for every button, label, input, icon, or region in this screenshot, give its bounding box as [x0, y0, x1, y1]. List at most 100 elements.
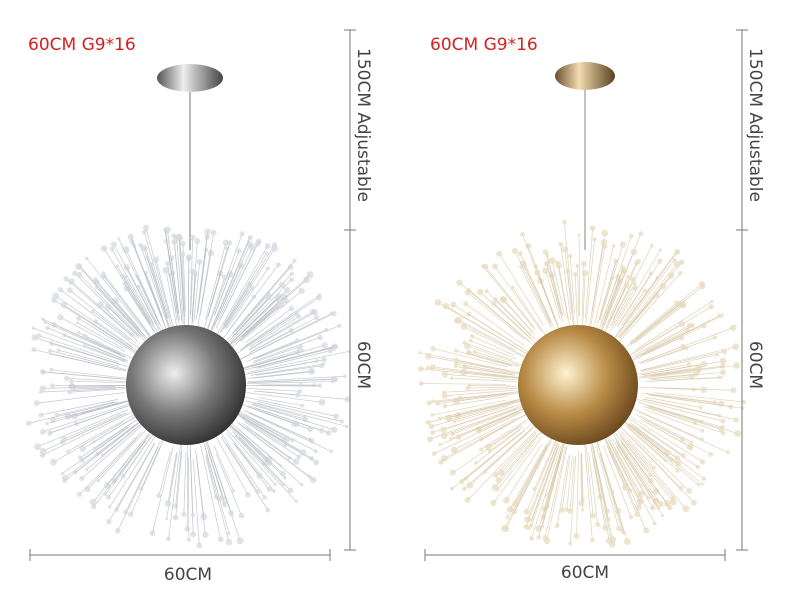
crystal [532, 487, 537, 492]
crystal [605, 516, 611, 522]
crystal [164, 260, 171, 267]
crystal [637, 490, 645, 498]
spike [82, 425, 131, 461]
crystal [490, 499, 497, 506]
crystal [545, 253, 550, 257]
crystal [120, 473, 126, 479]
spike [103, 248, 151, 325]
crystal [658, 248, 662, 252]
spike [60, 317, 126, 352]
crystal [49, 383, 55, 389]
spike [604, 270, 625, 321]
spike [576, 450, 579, 537]
crystal [68, 383, 76, 390]
spike [63, 304, 133, 350]
spike [241, 418, 286, 446]
diameter-label: 60CM [353, 341, 373, 389]
crystal [624, 482, 629, 487]
crystal [664, 449, 671, 456]
crystal [626, 274, 630, 278]
panel-chrome: 60CM G9*16 150CM Adjustable 60CM 60CM [25, 29, 373, 585]
crystal [634, 511, 641, 518]
spike [456, 320, 527, 358]
spike [643, 366, 701, 376]
spike [640, 350, 725, 372]
crystal [329, 311, 334, 316]
spike [647, 347, 687, 363]
spike [155, 259, 174, 327]
crystal [484, 288, 489, 294]
spike [118, 238, 160, 325]
crystal [294, 499, 298, 504]
crystal [84, 486, 91, 493]
crystal [692, 371, 699, 377]
spike [106, 428, 153, 486]
crystal [453, 357, 460, 364]
spike [220, 244, 275, 333]
spike [619, 294, 658, 339]
crystal [175, 233, 183, 240]
crystal [63, 375, 70, 382]
spike [78, 318, 136, 354]
spike [465, 303, 526, 347]
crystal [337, 323, 342, 328]
crystal [674, 455, 681, 462]
spike [71, 380, 127, 384]
spike [74, 386, 131, 390]
crystal [31, 347, 37, 353]
spike [641, 327, 734, 363]
spike [619, 261, 683, 338]
spike [557, 262, 569, 319]
crystal [181, 511, 187, 517]
crystal [719, 357, 727, 365]
spike [66, 377, 131, 383]
spike [592, 446, 609, 520]
spike [206, 441, 232, 513]
crystal [41, 317, 45, 322]
crystal [511, 508, 518, 515]
crystal [302, 415, 307, 419]
crystal [119, 273, 125, 279]
spike [638, 411, 729, 453]
spike [199, 252, 212, 316]
crystal [318, 383, 322, 388]
spike [151, 263, 168, 318]
spike [456, 360, 521, 374]
crystal [289, 277, 294, 283]
crystal [558, 241, 564, 247]
spike [444, 408, 518, 436]
spike [547, 439, 565, 496]
panel-title: 60CM G9*16 [430, 35, 538, 55]
crystal [430, 430, 436, 436]
crystal [440, 426, 447, 433]
crystal [89, 498, 97, 506]
crystal [622, 531, 626, 535]
spike [214, 434, 249, 495]
crystal [438, 443, 442, 447]
crystal [271, 244, 279, 252]
spike [125, 276, 159, 334]
spike [42, 371, 128, 380]
crystal [330, 376, 336, 382]
spike [653, 387, 704, 391]
spike [224, 287, 253, 329]
crystal [575, 263, 580, 268]
spike [493, 435, 543, 504]
spike [624, 286, 664, 332]
spike [560, 244, 572, 320]
spike [205, 456, 217, 498]
crystal [31, 334, 39, 341]
spike [588, 452, 599, 525]
spike [116, 441, 156, 511]
spike [598, 261, 617, 321]
spike [556, 455, 569, 526]
crystal [329, 449, 334, 454]
spike [51, 369, 126, 379]
spike [253, 337, 321, 362]
crystal [280, 470, 286, 477]
crystal [672, 258, 677, 262]
spike [47, 327, 128, 361]
spike [98, 429, 147, 482]
spike [582, 272, 586, 328]
crystal [54, 412, 60, 418]
